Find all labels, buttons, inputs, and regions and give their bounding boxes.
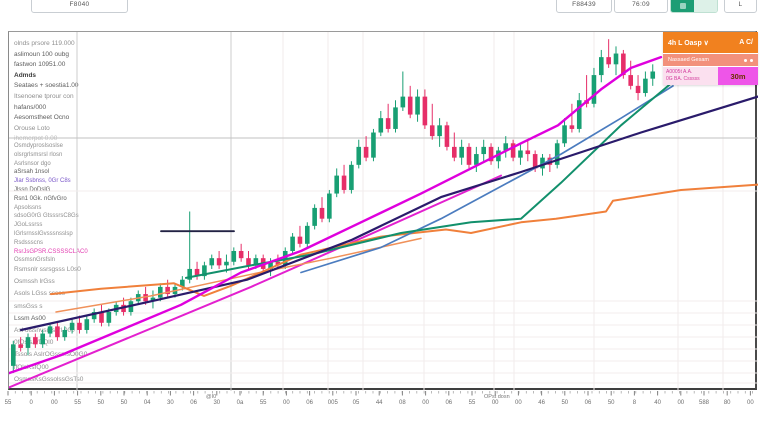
interval-button[interactable]: 30m <box>718 67 758 85</box>
x-axis-label: 55 <box>4 400 12 406</box>
legend-row: Asols LGss sssss <box>14 290 65 298</box>
more-options-dots-icon[interactable] <box>744 58 753 62</box>
indicator-title: 4h L Oasp ∨ <box>668 39 709 47</box>
x-axis-label: 80 <box>723 400 731 406</box>
x-axis-label: 50 <box>120 400 128 406</box>
legend-row: lfQlsKsfQ00 <box>14 363 49 371</box>
legend-row: Aesomstheet Ocno <box>14 114 70 122</box>
legend-row: Rsdssscns <box>14 239 44 246</box>
indicator-header-actions[interactable]: A C/ <box>739 39 753 46</box>
x-axis-label: 06 <box>306 400 313 406</box>
x-axis-label: 50 <box>97 400 105 406</box>
x-axis-annotation: OPst dosn <box>484 394 510 400</box>
x-axis-label: 005 <box>327 400 338 406</box>
legend-row: Jlssn DoDslG <box>14 186 51 193</box>
legend-row: JGoLssrss <box>14 222 43 229</box>
legend-row: OssmsnGrsfsln <box>14 257 56 264</box>
legend-section2: Osmdyproslsoslse olsrgrlsmsrsl rlosn Asrls… <box>14 142 88 265</box>
symbol-button[interactable]: F8040 <box>31 0 128 13</box>
legend-row: ihemerpot 0.00 <box>14 135 58 143</box>
legend-row: Asrlsnsor dgo <box>14 160 51 167</box>
legend-row: Tssols AslrOGssmsO0G0 <box>14 351 88 359</box>
toggle-off-segment[interactable] <box>694 0 717 12</box>
price-chart-plot[interactable] <box>9 32 758 391</box>
x-axis-annotation: @I0 <box>206 394 217 400</box>
x-axis-label: 40 <box>654 400 661 406</box>
x-axis-label: 05 <box>352 400 360 406</box>
x-axis-label: 00 <box>515 400 522 406</box>
legend-row: lGrlsrnsslGvsssnsslsp <box>14 230 73 237</box>
x-axis-label: 00 <box>422 400 429 406</box>
chart-frame: olnds prsore 119.000 aslimoun 100 oubg fas… <box>8 31 758 391</box>
x-axis-label: 50 <box>607 400 615 406</box>
x-axis-label: 30 <box>167 400 174 406</box>
legend-row: Itsenoene tprour con <box>14 92 74 100</box>
x-axis-label: 06 <box>584 400 592 406</box>
chevron-down-icon[interactable]: ∨ <box>703 39 709 47</box>
legend-row: Osmssh lrGss <box>14 278 55 286</box>
x-axis-label: 55 <box>468 400 476 406</box>
x-axis-label: 00 <box>491 400 499 406</box>
legend-row: Apsolssns <box>14 204 42 211</box>
legend-row: Rsn1 0Gk. nGfvGro <box>14 195 67 202</box>
legend-row: smsGss s <box>14 302 43 310</box>
legend-row: olsrgrlsmsrsl rlosn <box>14 151 63 158</box>
legend-row: Rsmsnlr ssrsgsss L0s0 <box>14 266 81 273</box>
x-axis-label: 46 <box>538 400 545 406</box>
x-axis-labels: 55 0 00 55 50 50 04 30 06 30 0a 55 00 06 005 05 44 08 00 06… <box>0 400 760 412</box>
toggle-on-icon[interactable] <box>671 0 694 12</box>
x-axis-label: 30 <box>213 400 221 406</box>
toolbar-button-1[interactable]: F88439 <box>556 0 612 13</box>
legend-row: OsmssKsGssolssGsTs0 <box>14 375 84 383</box>
toolbar-button-2[interactable]: 76:09 <box>614 0 668 13</box>
x-axis-label: 55 <box>74 400 81 406</box>
legend-row: aSrsah 1nsol <box>14 169 50 176</box>
legend-row: hafans/000 <box>14 103 47 111</box>
legend-row: Asl olssnvsmssrl 000 <box>14 327 75 335</box>
indicator-panel-header[interactable]: 4h L Oasp ∨ A C/ <box>663 32 758 53</box>
toolbar-toggle[interactable] <box>670 0 718 13</box>
indicator-panel: 4h L Oasp ∨ A C/ Nassaed Gesam A0005t A.… <box>663 32 758 85</box>
x-axis-label: 06 <box>445 400 453 406</box>
indicator-subrow-label: Nassaed Gesam <box>668 57 709 63</box>
legend-row: sdsoG0rG GtsssrsC8Gs <box>14 213 79 220</box>
indicator-subrow[interactable]: Nassaed Gesam <box>663 53 758 66</box>
x-axis-label: 00 <box>747 400 754 406</box>
toolbar-button-3[interactable]: L <box>724 0 757 13</box>
legend-row: Lssm As00 <box>14 314 46 322</box>
x-axis-label: 44 <box>375 400 383 406</box>
x-axis-label: 0a <box>236 400 244 406</box>
x-axis-label: 50 <box>561 400 569 406</box>
legend-row: Seataes + soestia1.00 <box>14 82 79 90</box>
legend-row: Osmdyproslsoslse <box>14 143 64 149</box>
legend-row: RsrJsGPSR.CSSSSCLAC0 <box>14 248 88 255</box>
legend-row: Jlar Ssbnss, 0Gr C8s <box>14 178 71 185</box>
x-axis-label: 55 <box>259 400 267 406</box>
legend-row: Orouse Loto <box>14 124 50 132</box>
x-axis-label: 8 <box>632 400 637 406</box>
legend-row: aslimoun 100 oubg <box>14 50 69 58</box>
legend-row: fastwon 10951.00 <box>14 61 66 69</box>
legend-row: olnds prsore 119.000 <box>14 40 75 47</box>
legend-row: Admds <box>14 71 37 79</box>
x-axis-label: 00 <box>283 400 290 406</box>
x-axis-ticks <box>7 391 753 396</box>
x-axis-label: 588 <box>698 400 709 406</box>
x-axis-label: 06 <box>190 400 197 406</box>
x-axis-label: 00 <box>677 400 685 406</box>
indicator-body: A0005t A.A. 0G BA. Csssss 30m <box>663 66 758 85</box>
x-axis-label: 00 <box>51 400 58 406</box>
x-axis-label: 0 <box>29 400 33 406</box>
indicator-info: A0005t A.A. 0G BA. Csssss <box>663 67 718 85</box>
x-axis-label: 08 <box>399 400 406 406</box>
legend-section1: olnds prsore 119.000 aslimoun 100 oubg fas… <box>14 39 79 145</box>
x-axis-label: 04 <box>143 400 151 406</box>
